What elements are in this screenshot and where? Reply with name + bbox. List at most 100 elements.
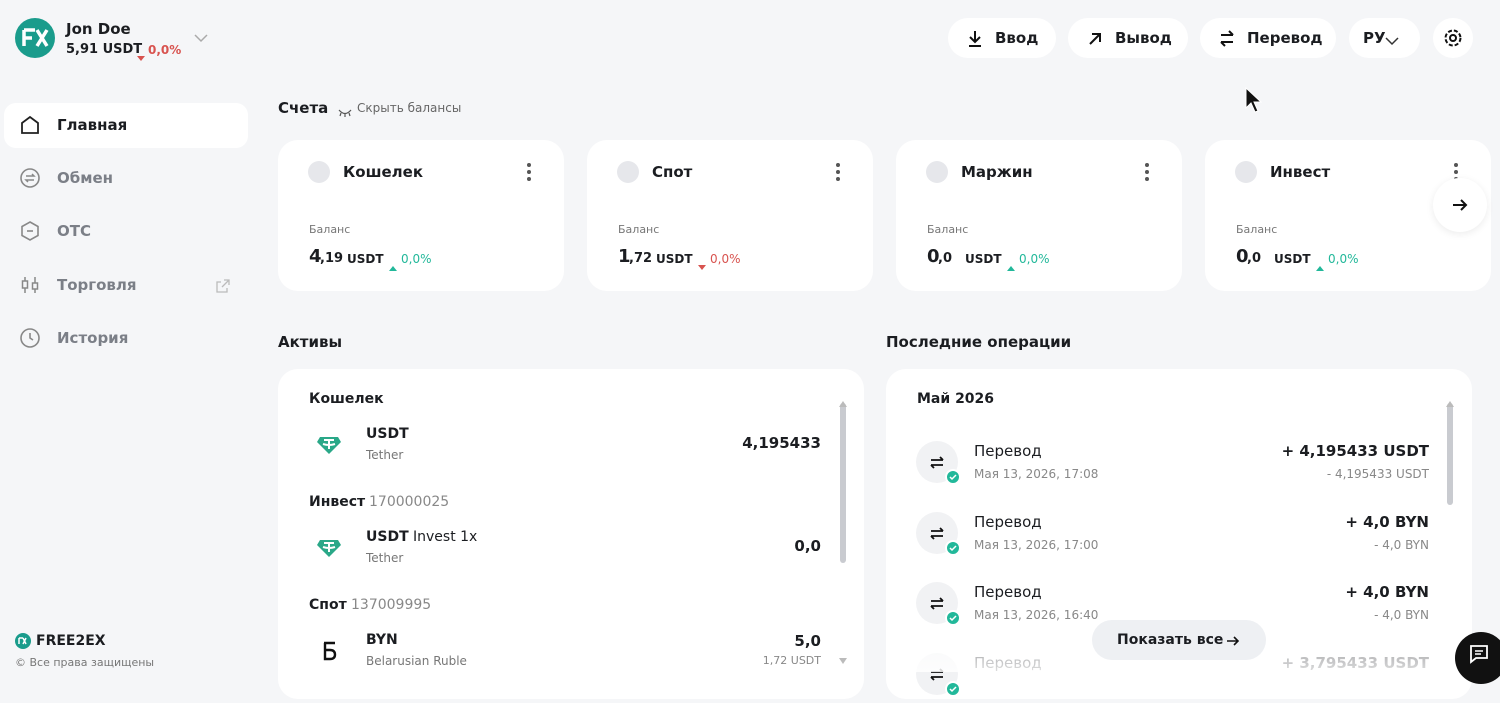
account-name: Спот — [652, 163, 693, 181]
asset-name: Tether — [366, 551, 404, 565]
balance-change: 0,0% — [710, 252, 741, 266]
operation-icon — [916, 441, 962, 487]
balance-frac: ,0 — [938, 251, 952, 266]
account-menu[interactable] — [834, 163, 842, 181]
asset-symbol: BYN — [366, 632, 398, 648]
account-name: Маржин — [961, 163, 1033, 181]
asset-symbol: USDT — [366, 426, 409, 442]
nav-item[interactable]: Торговля — [57, 276, 137, 294]
assets-panel — [278, 369, 864, 699]
operation-icon — [916, 511, 962, 558]
cursor — [1245, 86, 1263, 113]
balance-frac: ,0 — [1247, 251, 1261, 266]
balance-int: 0 — [1236, 246, 1249, 267]
brand-name: FREE2EX — [36, 633, 106, 649]
balance-unit: USDT — [656, 252, 693, 266]
account-menu[interactable] — [1143, 163, 1151, 181]
group-id: 137009995 — [351, 597, 432, 613]
section-title: Счета — [278, 99, 329, 117]
section-title: Активы — [278, 333, 343, 351]
button-label[interactable]: Вывод — [1115, 29, 1172, 47]
hide-icon — [338, 103, 352, 117]
trend-arrow — [1007, 256, 1015, 271]
account-icon — [617, 161, 639, 183]
asset-amount: 0,0 — [794, 537, 821, 555]
operation-amount-in: + 4,0 BYN — [1345, 583, 1429, 601]
trend-arrow — [1316, 256, 1324, 271]
balance-label: Баланс — [927, 223, 969, 236]
header-button[interactable] — [948, 18, 1056, 58]
brand-logo — [15, 633, 31, 649]
group-title: Кошелек — [309, 391, 384, 407]
header-button[interactable] — [1068, 18, 1188, 58]
show-all-label[interactable]: Показать все — [1117, 632, 1224, 648]
asset-icon — [315, 637, 343, 665]
account-icon — [308, 161, 330, 183]
nav-item[interactable]: ОТС — [57, 222, 91, 240]
hide-balances[interactable]: Скрыть балансы — [357, 101, 462, 115]
copyright: © Все права защищены — [15, 656, 155, 669]
nav-item[interactable]: Обмен — [57, 169, 114, 187]
language-button[interactable] — [1349, 18, 1420, 58]
page: Jon Doe 5,91 USDT 0,0% Ввод Вывод Перевод РУ Гл… — [4, 18, 1500, 696]
nav-item[interactable]: Главная — [57, 116, 128, 134]
balance-int: 0 — [927, 246, 940, 267]
scroll-down — [839, 649, 847, 664]
asset-name: Belarusian Ruble — [366, 654, 467, 668]
balance-label: Баланс — [309, 223, 351, 236]
balance-label: Баланс — [1236, 223, 1278, 236]
operation-date: Мая 13, 2026, 17:08 — [974, 467, 1099, 481]
balance-int: 1 — [618, 246, 631, 267]
scroll-up — [1446, 392, 1454, 407]
trend-arrow — [389, 256, 397, 271]
nav-active-bg — [4, 103, 248, 148]
operation-title: Перевод — [974, 442, 1042, 460]
operation-title: Перевод — [974, 583, 1042, 601]
operation-amount-in: + 4,0 BYN — [1345, 512, 1429, 531]
user-name: Jon Doe — [66, 20, 131, 38]
user-change: 0,0% — [148, 43, 182, 57]
balance-change: 0,0% — [401, 252, 432, 266]
language-label[interactable]: РУ — [1363, 29, 1386, 47]
button-label[interactable]: Ввод — [995, 29, 1039, 47]
asset-sub-amount: 1,72 USDT — [762, 654, 821, 667]
chat-icon — [1469, 644, 1489, 664]
nav-item[interactable]: История — [57, 329, 129, 347]
external-link-icon — [216, 278, 230, 293]
asset-icon — [315, 431, 343, 459]
next-arrow — [1451, 196, 1469, 214]
balance-change: 0,0% — [1019, 252, 1050, 266]
asset-symbol: USDT — [366, 529, 409, 545]
asset-amount: 4,195433 — [742, 434, 821, 452]
button-icon — [966, 29, 984, 47]
button-icon — [1086, 29, 1104, 47]
button-icon — [1218, 29, 1236, 47]
logo — [15, 18, 55, 58]
user-menu-chevron[interactable] — [193, 31, 209, 45]
nav-icon — [19, 220, 41, 242]
balance-unit: USDT — [965, 252, 1002, 266]
nav-icon — [19, 327, 41, 349]
operation-title: Перевод — [974, 512, 1042, 531]
operation-amount-out: - 4,195433 USDT — [1326, 467, 1429, 481]
account-menu[interactable] — [525, 163, 533, 181]
header-button[interactable] — [1200, 18, 1336, 58]
balance-label: Баланс — [618, 223, 660, 236]
nav-icon — [19, 167, 41, 189]
scrollbar — [840, 403, 846, 563]
account-icon — [1235, 161, 1257, 183]
operation-amount-out: - 4,0 BYN — [1374, 608, 1429, 622]
button-label[interactable]: Перевод — [1247, 29, 1323, 47]
balance-unit: USDT — [1274, 252, 1311, 266]
asset-amount: 5,0 — [794, 632, 821, 650]
operation-amount-in: + 4,195433 USDT — [1281, 442, 1429, 460]
settings-button[interactable] — [1433, 18, 1473, 58]
balance-frac: ,19 — [320, 251, 344, 266]
account-icon — [926, 161, 948, 183]
balance-int: 4 — [309, 246, 322, 267]
operation-amount-out: - 4,0 BYN — [1374, 537, 1429, 552]
operation-date: Мая 13, 2026, 16:40 — [974, 608, 1099, 622]
asset-icon — [315, 534, 343, 562]
show-all-arrow — [1226, 633, 1240, 647]
user-balance: 5,91 USDT — [66, 42, 143, 57]
